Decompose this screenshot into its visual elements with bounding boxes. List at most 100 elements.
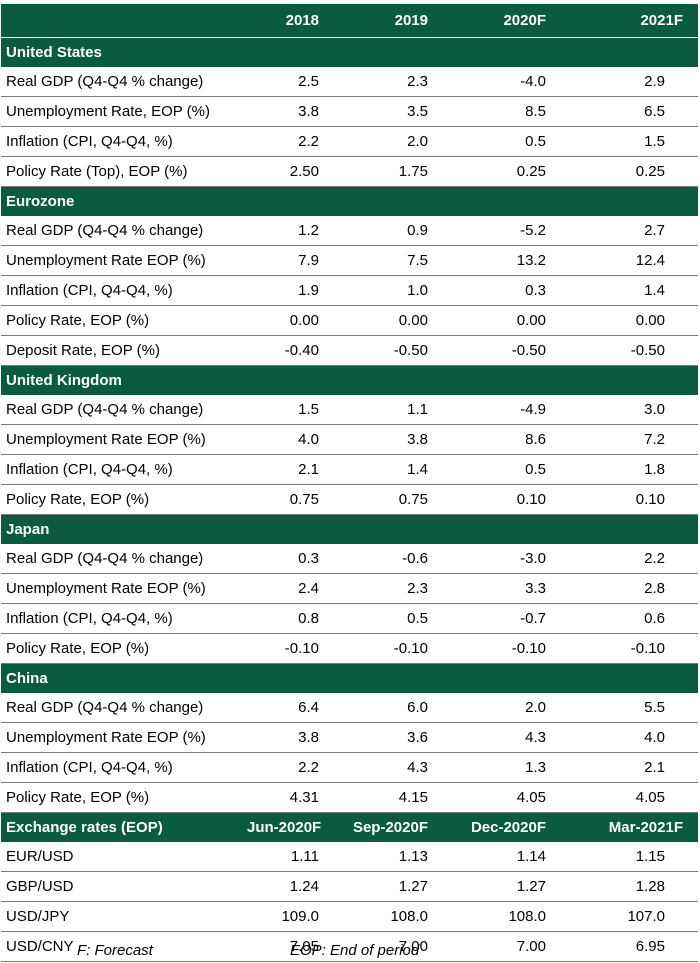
japan-data-row: Inflation (CPI, Q4-Q4, %) 0.8 0.5 -0.7 0.6 bbox=[1, 603, 698, 634]
row-value: 6.4 bbox=[247, 693, 350, 723]
row-value: 7.2 bbox=[581, 424, 698, 455]
row-value: 4.31 bbox=[247, 782, 350, 813]
united-kingdom-data-row: Real GDP (Q4-Q4 % change) 1.5 1.1 -4.9 3.0 bbox=[1, 395, 698, 425]
footnotes: F: Forecast EOP: End of period bbox=[0, 942, 700, 962]
section-china-column-header bbox=[350, 663, 459, 693]
row-value: 1.28 bbox=[581, 871, 698, 902]
row-value: 1.2 bbox=[247, 216, 350, 246]
row-label: Policy Rate, EOP (%) bbox=[1, 782, 247, 813]
row-value: 0.10 bbox=[459, 484, 581, 515]
china-data-row: Real GDP (Q4-Q4 % change) 6.4 6.0 2.0 5.5 bbox=[1, 693, 698, 723]
row-value: -0.50 bbox=[581, 335, 698, 366]
row-value: 6.95 bbox=[581, 931, 698, 962]
row-value: 0.8 bbox=[247, 603, 350, 634]
row-value: 7.05 bbox=[247, 931, 350, 962]
row-value: 3.5 bbox=[350, 96, 459, 127]
row-value: 6.5 bbox=[581, 96, 698, 127]
row-label: Policy Rate, EOP (%) bbox=[1, 484, 247, 515]
year-header-2020f: 2020F bbox=[459, 3, 581, 38]
row-label: Inflation (CPI, Q4-Q4, %) bbox=[1, 275, 247, 306]
row-value: 7.9 bbox=[247, 245, 350, 276]
row-label: Real GDP (Q4-Q4 % change) bbox=[1, 395, 247, 425]
section-united-kingdom-column-header bbox=[581, 365, 698, 395]
row-value: 4.05 bbox=[581, 782, 698, 813]
row-value: 0.9 bbox=[350, 216, 459, 246]
china-data-row: Unemployment Rate EOP (%) 3.8 3.6 4.3 4.0 bbox=[1, 722, 698, 753]
row-label: Real GDP (Q4-Q4 % change) bbox=[1, 693, 247, 723]
row-label: Policy Rate (Top), EOP (%) bbox=[1, 156, 247, 187]
row-label: Inflation (CPI, Q4-Q4, %) bbox=[1, 752, 247, 783]
row-value: 1.14 bbox=[459, 842, 581, 872]
row-value: -0.50 bbox=[350, 335, 459, 366]
exchange-rate-row: USD/JPY 109.0 108.0 108.0 107.0 bbox=[1, 901, 698, 932]
row-label: GBP/USD bbox=[1, 871, 247, 902]
row-value: 1.0 bbox=[350, 275, 459, 306]
row-value: 7.00 bbox=[350, 931, 459, 962]
row-value: 2.5 bbox=[247, 67, 350, 97]
united-states-data-row: Real GDP (Q4-Q4 % change) 2.5 2.3 -4.0 2.9 bbox=[1, 67, 698, 97]
row-value: 1.1 bbox=[350, 395, 459, 425]
row-value: 0.5 bbox=[350, 603, 459, 634]
exchange-rates-header-row: Exchange rates (EOP) Jun-2020F Sep-2020F De… bbox=[1, 812, 698, 842]
row-label: Inflation (CPI, Q4-Q4, %) bbox=[1, 603, 247, 634]
row-label: Real GDP (Q4-Q4 % change) bbox=[1, 216, 247, 246]
exchange-rates-title: Exchange rates (EOP) bbox=[1, 812, 247, 842]
row-value: 0.00 bbox=[459, 305, 581, 336]
row-value: 0.3 bbox=[247, 544, 350, 574]
section-japan-column-header bbox=[581, 514, 698, 544]
year-header-2018: 2018 bbox=[247, 3, 350, 38]
exchange-rate-row: EUR/USD 1.11 1.13 1.14 1.15 bbox=[1, 842, 698, 872]
row-value: 1.9 bbox=[247, 275, 350, 306]
row-value: 1.8 bbox=[581, 454, 698, 485]
row-value: 0.00 bbox=[247, 305, 350, 336]
row-value: 1.3 bbox=[459, 752, 581, 783]
section-china-header-row: China bbox=[1, 663, 698, 693]
row-value: 2.8 bbox=[581, 573, 698, 604]
section-japan-title: Japan bbox=[1, 514, 247, 544]
row-label: Policy Rate, EOP (%) bbox=[1, 633, 247, 664]
eurozone-data-row: Inflation (CPI, Q4-Q4, %) 1.9 1.0 0.3 1.4 bbox=[1, 275, 698, 306]
china-data-row: Inflation (CPI, Q4-Q4, %) 2.2 4.3 1.3 2.1 bbox=[1, 752, 698, 783]
row-label: Unemployment Rate EOP (%) bbox=[1, 245, 247, 276]
row-value: 2.0 bbox=[459, 693, 581, 723]
row-value: 0.25 bbox=[581, 156, 698, 187]
row-value: 0.3 bbox=[459, 275, 581, 306]
row-value: 2.2 bbox=[247, 126, 350, 157]
row-value: 3.8 bbox=[247, 96, 350, 127]
footnote-eop: EOP: End of period bbox=[290, 942, 420, 959]
row-value: 1.24 bbox=[247, 871, 350, 902]
row-value: 7.5 bbox=[350, 245, 459, 276]
japan-data-row: Real GDP (Q4-Q4 % change) 0.3 -0.6 -3.0 2.2 bbox=[1, 544, 698, 574]
exchange-rates-column-header: Mar-2021F bbox=[581, 812, 698, 842]
united-kingdom-data-row: Inflation (CPI, Q4-Q4, %) 2.1 1.4 0.5 1.8 bbox=[1, 454, 698, 485]
row-value: 2.7 bbox=[581, 216, 698, 246]
section-united-states-column-header bbox=[350, 37, 459, 67]
row-value: 2.3 bbox=[350, 67, 459, 97]
row-value: 3.8 bbox=[350, 424, 459, 455]
year-header-row: 2018 2019 2020F 2021F bbox=[1, 3, 698, 38]
row-value: 2.9 bbox=[581, 67, 698, 97]
year-header-2019: 2019 bbox=[350, 3, 459, 38]
year-header-2021f: 2021F bbox=[581, 3, 698, 38]
row-value: 1.75 bbox=[350, 156, 459, 187]
row-value: 109.0 bbox=[247, 901, 350, 932]
row-value: 6.0 bbox=[350, 693, 459, 723]
row-value: 0.5 bbox=[459, 454, 581, 485]
row-value: 3.6 bbox=[350, 722, 459, 753]
section-china-column-header bbox=[459, 663, 581, 693]
row-value: -4.9 bbox=[459, 395, 581, 425]
section-china-title: China bbox=[1, 663, 247, 693]
row-value: -0.6 bbox=[350, 544, 459, 574]
exchange-rates-column-header: Jun-2020F bbox=[247, 812, 350, 842]
row-value: 0.00 bbox=[581, 305, 698, 336]
row-value: -0.40 bbox=[247, 335, 350, 366]
row-value: 0.00 bbox=[350, 305, 459, 336]
section-japan-column-header bbox=[459, 514, 581, 544]
section-china-column-header bbox=[581, 663, 698, 693]
row-value: -0.10 bbox=[581, 633, 698, 664]
row-value: 1.5 bbox=[581, 126, 698, 157]
row-value: -0.10 bbox=[350, 633, 459, 664]
row-label: Inflation (CPI, Q4-Q4, %) bbox=[1, 126, 247, 157]
row-value: 4.15 bbox=[350, 782, 459, 813]
united-kingdom-data-row: Policy Rate, EOP (%) 0.75 0.75 0.10 0.10 bbox=[1, 484, 698, 515]
